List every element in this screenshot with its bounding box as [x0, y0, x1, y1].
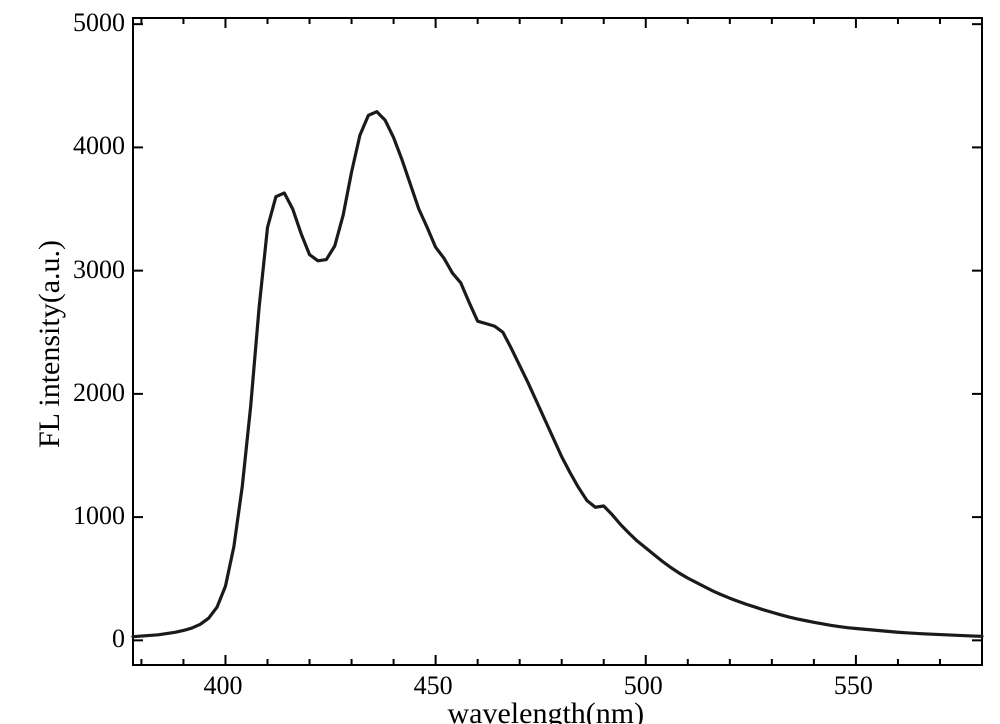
y-tick-label: 5000	[73, 8, 125, 38]
y-tick-label: 0	[112, 624, 125, 654]
x-tick-label: 550	[834, 671, 873, 701]
x-axis-label: wavelength(nm)	[448, 697, 645, 724]
y-tick-label: 2000	[73, 378, 125, 408]
y-tick-label: 1000	[73, 501, 125, 531]
y-axis-label: FL intensity(a.u.)	[33, 234, 67, 454]
chart-container: FL intensity(a.u.) wavelength(nm) 400 450…	[0, 0, 1000, 724]
x-tick-label: 400	[203, 671, 242, 701]
x-tick-label: 500	[624, 671, 663, 701]
y-tick-label: 3000	[73, 255, 125, 285]
fl-spectrum-chart	[0, 0, 1000, 724]
x-tick-label: 450	[414, 671, 453, 701]
y-tick-label: 4000	[73, 131, 125, 161]
